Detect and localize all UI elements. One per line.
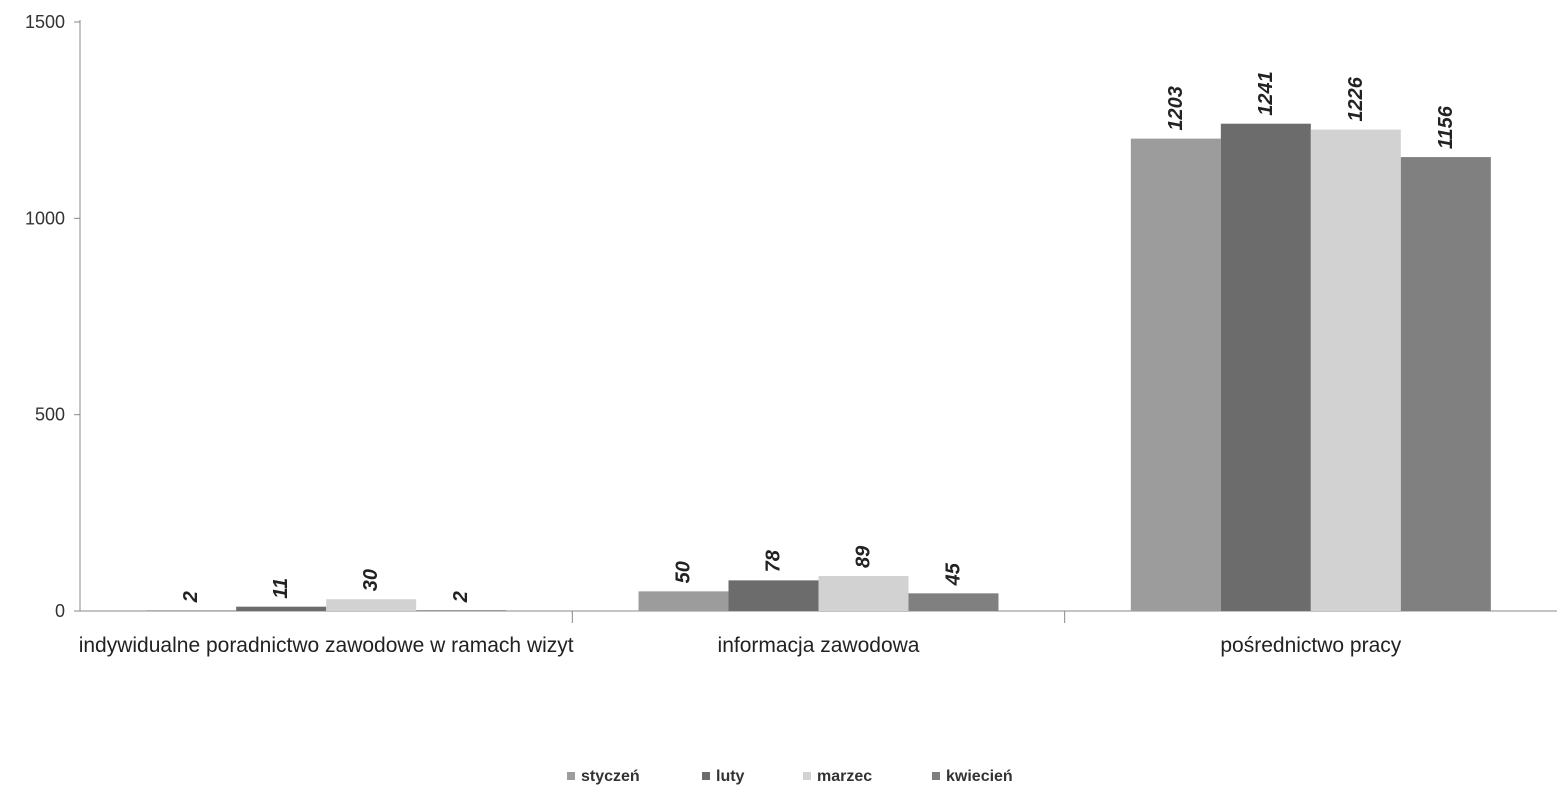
y-axis: 0 500 1000 1500	[25, 12, 80, 621]
data-label: 50	[673, 561, 695, 583]
chart-bars	[146, 124, 1491, 611]
legend: styczeń luty marzec kwiecień	[567, 768, 1013, 785]
legend-label: styczeń	[581, 768, 640, 785]
bar	[1221, 124, 1311, 611]
bar	[639, 591, 729, 611]
bar	[1131, 139, 1221, 611]
y-tick-label: 0	[55, 601, 65, 621]
data-label: 11	[270, 578, 292, 599]
bar	[1401, 157, 1491, 611]
x-category-label: indywidualne poradnictwo zawodowe w rama…	[79, 634, 574, 657]
y-tick-label: 500	[35, 405, 65, 425]
legend-swatch	[932, 772, 940, 780]
data-label: 2	[180, 591, 202, 603]
y-tick-label: 1000	[25, 208, 65, 228]
legend-swatch	[803, 772, 811, 780]
bar	[1311, 130, 1401, 611]
legend-label: marzec	[817, 768, 872, 785]
bar	[819, 576, 909, 611]
x-category-label: pośrednictwo pracy	[1220, 634, 1401, 657]
bar	[729, 580, 819, 611]
bar	[909, 593, 999, 611]
data-label: 1241	[1255, 71, 1277, 116]
data-label: 1156	[1435, 105, 1457, 149]
legend-label: kwiecień	[946, 768, 1013, 785]
bar	[236, 607, 326, 611]
data-label: 30	[360, 569, 382, 591]
data-label: 78	[763, 549, 785, 572]
bar	[146, 610, 236, 611]
y-tick-label: 1500	[25, 12, 65, 32]
data-label: 1226	[1345, 76, 1367, 121]
legend-swatch	[702, 772, 710, 780]
data-label: 1203	[1165, 86, 1187, 131]
x-axis: indywidualne poradnictwo zawodowe w rama…	[79, 611, 1557, 657]
x-category-label: informacja zawodowa	[718, 634, 920, 657]
legend-label: luty	[716, 768, 745, 785]
bar	[416, 610, 506, 611]
data-label: 2	[450, 591, 472, 603]
data-label: 89	[853, 545, 875, 568]
bar	[326, 599, 416, 611]
legend-swatch	[567, 772, 575, 780]
data-label: 45	[943, 562, 965, 586]
